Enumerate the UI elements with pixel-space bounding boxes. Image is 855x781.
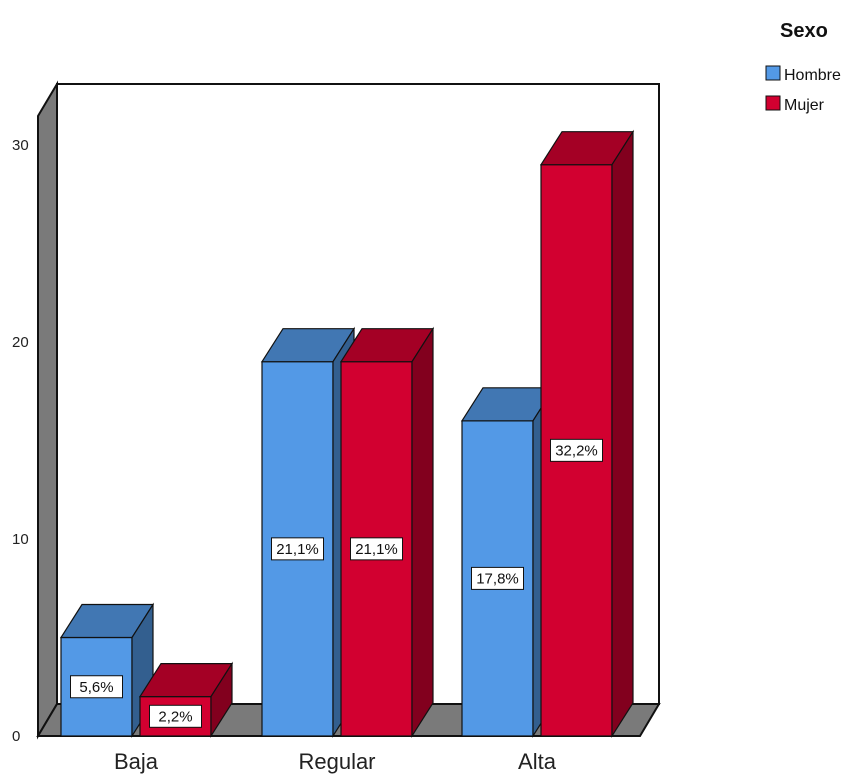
legend-swatch-mujer <box>765 95 781 111</box>
x-category-label: Alta <box>518 749 557 774</box>
bar-value-label: 32,2% <box>555 442 598 459</box>
left-wall <box>37 80 58 740</box>
legend-label-hombre: Hombre <box>784 67 841 84</box>
bar-value-label: 2,2% <box>158 708 192 725</box>
legend: Sexo Hombre Mujer <box>765 20 841 114</box>
x-category-label: Baja <box>114 749 159 774</box>
y-tick-label: 30 <box>12 137 29 154</box>
bar-side-mujer-alta <box>611 129 634 739</box>
y-tick-label: 0 <box>12 728 20 745</box>
y-tick-label: 20 <box>12 334 29 351</box>
legend-title: Sexo <box>780 20 828 42</box>
bar-value-label: 5,6% <box>79 679 113 696</box>
legend-swatch-hombre <box>765 65 781 81</box>
bar-labels: 5,6% 2,2% 21,1% 21,1% 17,8% 32,2% <box>70 438 603 728</box>
category-labels: Baja Regular Alta <box>114 749 557 774</box>
bar-label-box <box>149 704 202 728</box>
bar-label-box <box>350 537 403 561</box>
y-axis-ticks: 0 10 20 30 <box>12 137 29 745</box>
bar-label-box <box>70 675 123 699</box>
bar-label-box <box>471 566 524 590</box>
y-tick-label: 10 <box>12 531 29 548</box>
bar-label-box <box>550 438 603 462</box>
bar-side-mujer-regular <box>411 326 434 739</box>
legend-label-mujer: Mujer <box>784 97 825 114</box>
bar-value-label: 21,1% <box>276 541 319 558</box>
bar-value-label: 21,1% <box>355 541 398 558</box>
x-category-label: Regular <box>298 749 375 774</box>
bar-value-label: 17,8% <box>476 570 519 587</box>
bar-side-mujer-baja <box>210 661 233 739</box>
bar-label-box <box>271 537 324 561</box>
